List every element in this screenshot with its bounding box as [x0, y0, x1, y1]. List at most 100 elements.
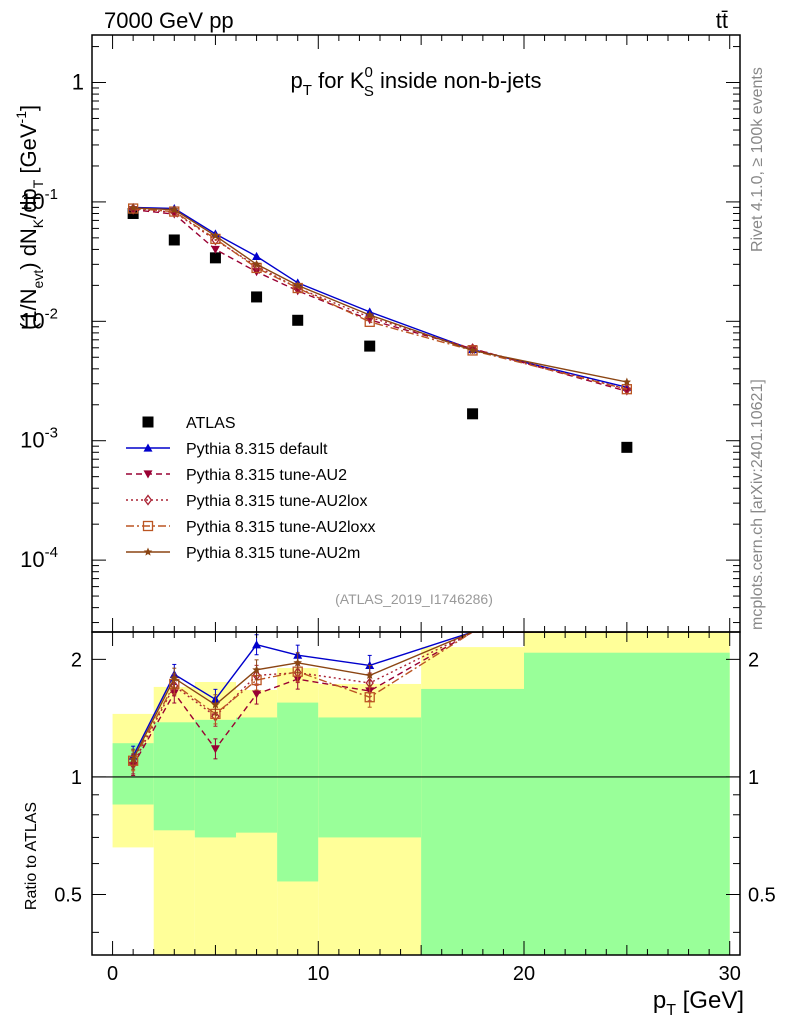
- point-4-6: [467, 345, 478, 356]
- xtick-label-2: 20: [513, 963, 535, 985]
- title-sup: 0: [365, 64, 373, 81]
- legend-marker-5: [143, 547, 153, 556]
- legend: ATLAS Pythia 8.315 default Pythia 8.315 tu…: [126, 415, 375, 562]
- ratio-ytick-label-left-2: 2: [71, 649, 82, 671]
- green-band-4: [277, 702, 319, 882]
- point-0-7: [621, 441, 633, 453]
- main-ytick-label-1: 10-1: [20, 186, 58, 214]
- legend-label-5: Pythia 8.315 tune-AU2m: [186, 545, 360, 562]
- main-ytick-label-4: 10-4: [20, 544, 58, 572]
- green-band-3: [236, 717, 278, 833]
- point-5-6: [468, 346, 477, 355]
- main-ylabel: (1/Nevt) dNK/dpT [GeV-1]: [13, 105, 46, 330]
- point-0-3: [251, 291, 263, 303]
- green-band-7: [524, 652, 730, 955]
- watermark: (ATLAS_2019_I1746286): [335, 591, 493, 607]
- main-series: [127, 202, 633, 453]
- main-ytick-exp-3: -3: [45, 425, 58, 442]
- main-ytick-label-0: 1: [72, 70, 84, 95]
- ratio-point-0-3: [252, 640, 262, 649]
- legend-marker-0: [142, 416, 154, 428]
- point-0-1: [168, 234, 180, 246]
- point-5-3: [252, 259, 261, 268]
- ratio-line-0: [132, 632, 627, 757]
- series-3: [128, 203, 632, 395]
- legend-item-0: ATLAS: [142, 415, 236, 432]
- ratio-ytick-label-right-2: 2: [748, 649, 759, 671]
- main-ytick-label-3: 10-3: [20, 425, 58, 453]
- series-4: [127, 203, 633, 395]
- title-p: p: [291, 68, 303, 93]
- point-0-6: [467, 408, 479, 420]
- title-mid: for K: [312, 68, 365, 93]
- ratio-series-4: [128, 632, 627, 770]
- point-5-7: [622, 377, 632, 386]
- ratio-line-1: [132, 632, 627, 766]
- point-3-6: [468, 343, 477, 355]
- legend-item-5: Pythia 8.315 tune-AU2m: [126, 545, 360, 562]
- title-tail: inside non-b-jets: [374, 68, 542, 93]
- xtick-label-0: 0: [107, 963, 118, 985]
- ratio-bands: [92, 632, 740, 955]
- xlabel: pT [GeV]: [653, 987, 744, 1019]
- ratio-point-4-1: [170, 673, 179, 682]
- mcplots-label: mcplots.cern.ch [arXiv:2401.10621]: [749, 379, 766, 630]
- legend-label-1: Pythia 8.315 default: [186, 441, 328, 458]
- series-line-5: [133, 207, 628, 383]
- main-ytick-exp-1: -1: [45, 186, 58, 203]
- point-0-2: [209, 252, 221, 264]
- legend-item-1: Pythia 8.315 default: [126, 441, 328, 458]
- rivet-label: Rivet 4.1.0, ≥ 100k events: [749, 67, 766, 252]
- main-ytick-base-4: 10: [20, 547, 44, 572]
- main-ytick-label-2: 10-2: [20, 305, 58, 333]
- legend-label-3: Pythia 8.315 tune-AU2lox: [186, 493, 367, 510]
- header-right: tt̄: [716, 8, 728, 33]
- legend-item-3: Pythia 8.315 tune-AU2lox: [126, 493, 367, 510]
- ratio-point-3-5: [364, 692, 375, 703]
- green-band-2: [194, 719, 236, 838]
- series-5: [128, 203, 632, 386]
- ratio-line-2: [132, 632, 627, 765]
- point-4-7: [621, 384, 633, 395]
- legend-label-0: ATLAS: [186, 415, 236, 432]
- legend-marker-4: [142, 520, 154, 532]
- point-0-4: [292, 314, 304, 326]
- point-1-3: [252, 251, 262, 260]
- point-5-1: [170, 205, 179, 214]
- xtick-label-1: 10: [307, 963, 329, 985]
- main-ytick-base-2: 10: [20, 308, 44, 333]
- legend-item-2: Pythia 8.315 tune-AU2: [126, 467, 347, 484]
- point-5-5: [365, 310, 374, 319]
- green-band-1: [153, 722, 195, 831]
- ratio-point-1-2: [210, 745, 220, 754]
- xtick-label-3: 30: [719, 963, 741, 985]
- point-2-7: [622, 387, 632, 396]
- main-ytick-base-3: 10: [20, 428, 44, 453]
- ratio-point-4-4: [293, 658, 302, 667]
- ratio-point-4-3: [252, 665, 261, 674]
- axes: 110-110-210-310-40.5 0.51 12 20 10 20 30: [20, 34, 776, 985]
- ratio-line-4: [132, 632, 627, 760]
- ratio-point-4-0: [128, 754, 138, 763]
- main-ytick-exp-2: -2: [45, 305, 58, 322]
- title-T: T: [303, 82, 312, 99]
- green-band-6: [421, 688, 524, 955]
- ratio-ytick-label-right-1: 1: [748, 767, 759, 789]
- ratio-ylabel: Ratio to ATLAS: [23, 802, 40, 910]
- series-line-2: [133, 209, 628, 392]
- header-left: 7000 GeV pp: [104, 8, 234, 33]
- ratio-point-1-3: [252, 690, 262, 699]
- ratio-point-4-5: [365, 670, 374, 679]
- series-line-3: [133, 208, 628, 390]
- point-5-0: [128, 203, 138, 212]
- point-5-2: [211, 231, 220, 240]
- legend-label-4: Pythia 8.315 tune-AU2loxx: [186, 519, 375, 536]
- legend-item-4: Pythia 8.315 tune-AU2loxx: [126, 519, 375, 536]
- title-sub: S: [364, 83, 374, 100]
- main-title: pT for K0 S inside non-b-jets: [291, 64, 542, 100]
- legend-label-2: Pythia 8.315 tune-AU2: [186, 467, 347, 484]
- point-4-5: [364, 316, 375, 327]
- series-line-4: [133, 207, 628, 390]
- point-5-4: [293, 280, 302, 289]
